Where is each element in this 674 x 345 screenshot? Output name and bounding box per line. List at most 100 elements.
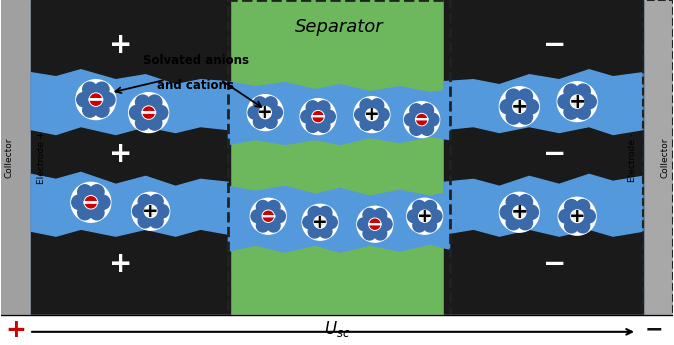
- Circle shape: [572, 211, 582, 221]
- Circle shape: [270, 106, 282, 119]
- Circle shape: [262, 210, 274, 222]
- Circle shape: [308, 225, 321, 238]
- Bar: [1, 315, 673, 344]
- Circle shape: [135, 116, 150, 130]
- Text: +: +: [257, 103, 273, 122]
- Text: Collector: Collector: [661, 137, 669, 178]
- Circle shape: [513, 206, 526, 219]
- Circle shape: [363, 208, 376, 221]
- Text: $U_{sc}$: $U_{sc}$: [324, 319, 350, 339]
- Circle shape: [301, 110, 314, 123]
- Text: −: −: [259, 206, 277, 226]
- Circle shape: [360, 117, 373, 130]
- Circle shape: [559, 209, 573, 223]
- Circle shape: [256, 200, 270, 213]
- Circle shape: [420, 211, 430, 221]
- Text: −: −: [309, 107, 327, 127]
- Polygon shape: [228, 82, 450, 145]
- Circle shape: [558, 197, 596, 235]
- Circle shape: [312, 110, 324, 122]
- Circle shape: [557, 82, 597, 121]
- Circle shape: [513, 100, 526, 113]
- Circle shape: [71, 195, 86, 209]
- Circle shape: [506, 215, 520, 230]
- Circle shape: [369, 218, 381, 230]
- Circle shape: [256, 219, 270, 232]
- Text: +: +: [510, 202, 528, 222]
- Circle shape: [267, 219, 280, 232]
- Circle shape: [506, 110, 520, 124]
- Circle shape: [404, 102, 439, 138]
- Text: Solvated anions: Solvated anions: [142, 54, 249, 67]
- Circle shape: [143, 107, 154, 118]
- Text: +: +: [364, 105, 379, 124]
- Text: Electrode +: Electrode +: [36, 131, 46, 184]
- Text: +: +: [312, 213, 328, 232]
- Text: +: +: [142, 202, 159, 221]
- Circle shape: [419, 210, 431, 222]
- Polygon shape: [31, 172, 228, 236]
- Bar: [228, 0, 450, 316]
- Circle shape: [421, 122, 433, 135]
- Text: and cations: and cations: [157, 79, 234, 92]
- Circle shape: [267, 200, 280, 213]
- Circle shape: [379, 218, 392, 231]
- Circle shape: [367, 110, 377, 120]
- Circle shape: [413, 200, 426, 213]
- Circle shape: [146, 206, 156, 217]
- Circle shape: [500, 99, 514, 114]
- Circle shape: [413, 219, 426, 232]
- Circle shape: [135, 95, 150, 109]
- Circle shape: [150, 214, 163, 228]
- Circle shape: [576, 84, 590, 98]
- Circle shape: [376, 108, 389, 121]
- Circle shape: [518, 110, 532, 124]
- Circle shape: [558, 95, 572, 109]
- Text: +: +: [5, 318, 26, 342]
- Circle shape: [565, 219, 578, 233]
- Text: +: +: [109, 31, 133, 59]
- Text: −: −: [644, 320, 663, 340]
- Circle shape: [144, 205, 157, 218]
- Circle shape: [571, 210, 584, 223]
- Circle shape: [129, 106, 144, 120]
- Circle shape: [313, 111, 323, 121]
- Circle shape: [86, 197, 96, 208]
- Circle shape: [371, 99, 384, 112]
- Circle shape: [582, 209, 595, 223]
- Circle shape: [576, 105, 590, 119]
- Text: +: +: [417, 207, 433, 226]
- Circle shape: [272, 210, 286, 223]
- Text: −: −: [543, 31, 566, 59]
- Circle shape: [370, 219, 380, 229]
- Circle shape: [96, 195, 110, 209]
- Circle shape: [354, 97, 390, 132]
- Text: +: +: [109, 250, 133, 278]
- Circle shape: [576, 199, 590, 213]
- Circle shape: [131, 192, 170, 230]
- Circle shape: [317, 119, 330, 132]
- Circle shape: [264, 116, 277, 128]
- Circle shape: [366, 109, 378, 121]
- Circle shape: [90, 94, 101, 105]
- Text: −: −: [86, 88, 106, 112]
- Circle shape: [417, 115, 427, 125]
- Bar: [443, 0, 643, 316]
- Circle shape: [406, 198, 443, 234]
- Circle shape: [78, 185, 92, 199]
- Circle shape: [253, 97, 266, 110]
- Text: +: +: [569, 207, 586, 226]
- Circle shape: [582, 95, 596, 109]
- Circle shape: [410, 122, 423, 135]
- Text: −: −: [412, 110, 431, 130]
- Circle shape: [358, 218, 371, 231]
- Circle shape: [314, 216, 326, 228]
- Circle shape: [138, 195, 152, 208]
- Circle shape: [90, 206, 104, 220]
- Circle shape: [264, 97, 277, 110]
- Circle shape: [142, 106, 155, 119]
- Polygon shape: [228, 186, 450, 252]
- Circle shape: [424, 200, 437, 213]
- Circle shape: [138, 214, 152, 228]
- Circle shape: [576, 219, 590, 233]
